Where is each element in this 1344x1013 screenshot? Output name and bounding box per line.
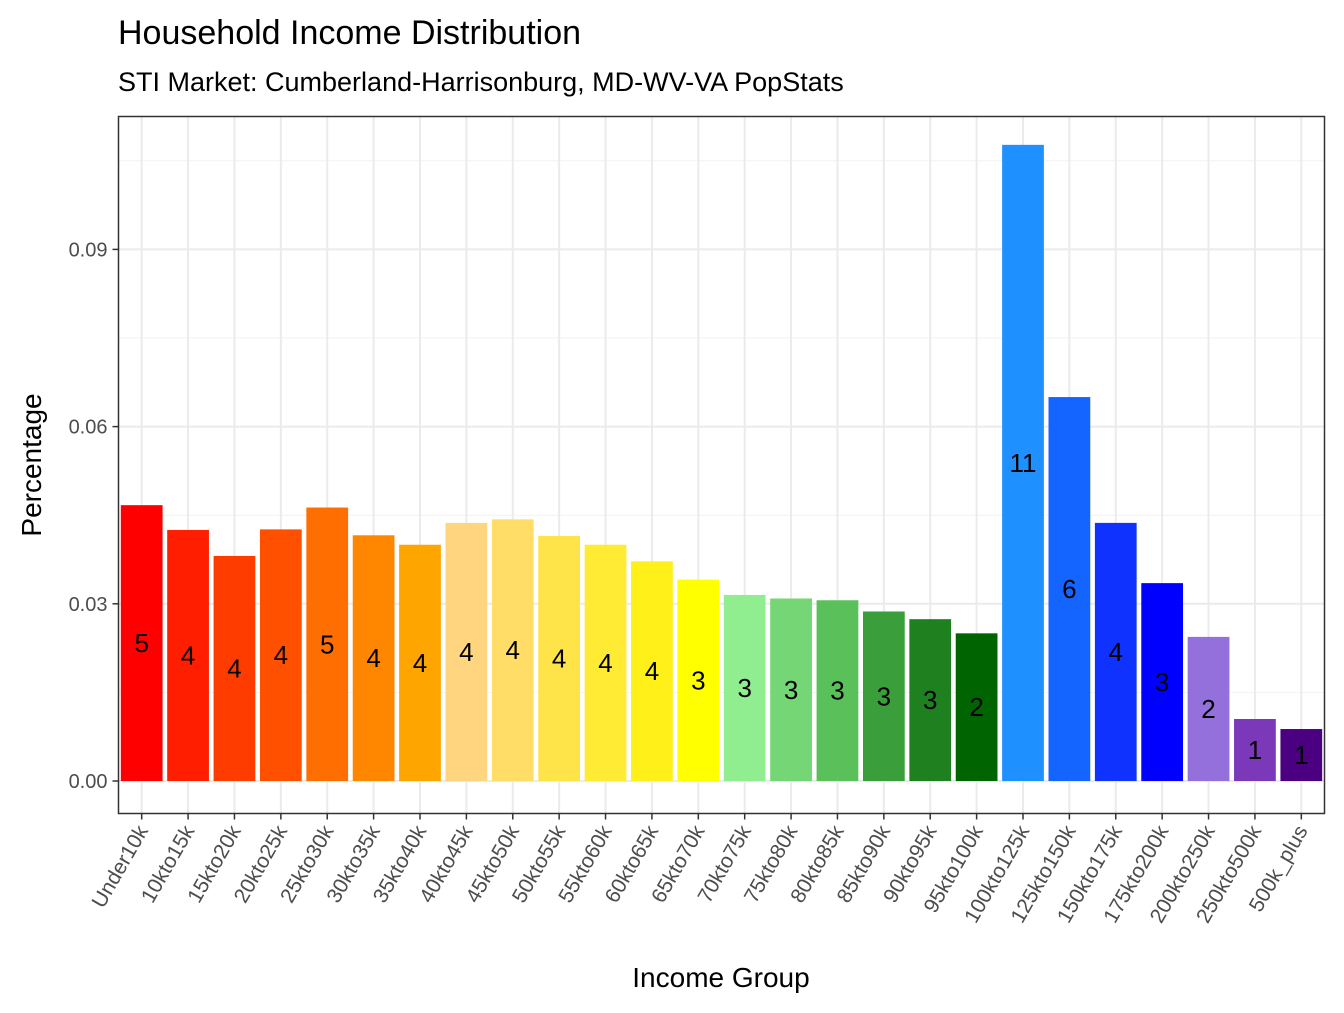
bar-10kto15k [167,529,209,782]
bar-label-80kto85k: 3 [830,676,844,706]
bar-label-90kto95k: 3 [923,685,937,715]
bar-label-85kto90k: 3 [877,681,891,711]
bar-200kto250k [1187,636,1230,782]
y-tick-label: 0.06 [69,417,108,439]
bar-250kto500k [1234,718,1276,782]
bar-label-125kto150k: 6 [1062,574,1076,604]
y-tick-label: 0.00 [69,771,108,793]
bar-35kto40k [399,544,441,782]
bar-label-75kto80k: 3 [784,675,798,705]
bar-label-15kto20k: 4 [227,653,241,683]
bar-90kto95k [909,619,952,782]
bar-15kto20k [213,555,256,782]
bar-label-500k_plus: 1 [1294,740,1308,770]
y-tick-label: 0.03 [69,594,108,616]
bar-label-10kto15k: 4 [181,640,195,670]
bar-label-200kto250k: 2 [1201,694,1215,724]
bar-label-35kto40k: 4 [413,648,427,678]
bar-Under10k [120,505,163,782]
bar-55kto60k [584,544,627,782]
bar-label-250kto500k: 1 [1248,735,1262,765]
chart-title: Household Income Distribution [118,14,581,52]
bar-label-65kto70k: 3 [691,665,705,695]
bar-label-Under10k: 5 [134,628,148,658]
bar-45kto50k [491,519,534,782]
bar-125kto150k [1048,397,1091,782]
bar-label-20kto25k: 4 [274,640,288,670]
bar-70kto75k [723,594,766,782]
plot-panel-border [117,115,1326,815]
bar-95kto100k [955,633,998,782]
bar-60kto65k [631,561,673,782]
bar-75kto80k [770,598,812,782]
bar-175kto200k [1141,583,1184,782]
chart-subtitle: STI Market: Cumberland-Harrisonburg, MD-… [118,67,844,97]
bar-label-40kto45k: 4 [459,637,473,667]
y-axis: 0.00 0.03 0.06 0.09 [69,239,119,793]
bar-500k_plus [1280,729,1323,782]
bar-label-55kto60k: 4 [598,648,612,678]
bar-label-60kto65k: 4 [645,656,659,686]
bar-25kto30k [306,507,349,782]
x-axis: Under10k10kto15k15kto20k20kto25k25kto30k… [88,813,1313,927]
bar-150kto175k [1094,522,1137,782]
bar-100kto125k [1002,144,1044,782]
bar-85kto90k [862,611,905,782]
y-axis-label: Percentage [16,393,47,536]
bar-30kto35k [352,535,395,782]
bar-label-45kto50k: 4 [506,635,520,665]
bar-label-25kto30k: 5 [320,629,334,659]
y-tick-label: 0.09 [69,239,108,261]
bar-label-70kto75k: 3 [737,673,751,703]
bars [120,144,1323,782]
bar-label-50kto55k: 4 [552,643,566,673]
bar-label-100kto125k: 11 [1010,448,1037,478]
bar-50kto55k [538,535,581,782]
bar-20kto25k [259,529,302,782]
bar-label-30kto35k: 4 [366,643,380,673]
bar-label-150kto175k: 4 [1109,637,1123,667]
bar-40kto45k [445,522,488,782]
bar-label-95kto100k: 2 [969,692,983,722]
bar-label-175kto200k: 3 [1155,667,1169,697]
bar-80kto85k [816,600,859,782]
x-axis-label: Income Group [632,962,809,993]
bar-65kto70k [677,579,720,782]
